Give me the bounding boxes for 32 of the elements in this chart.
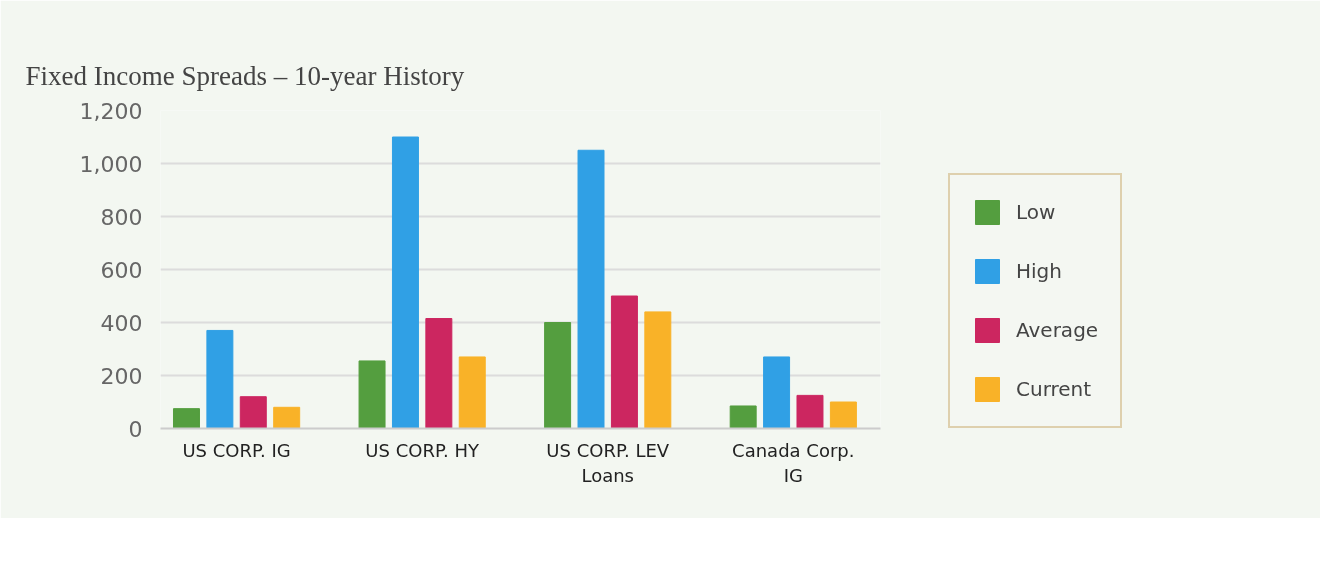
bar [458, 356, 486, 429]
bar [425, 318, 453, 429]
y-tick-label: 400 [100, 310, 143, 336]
y-tick-label: 600 [100, 257, 143, 283]
bar [610, 295, 638, 429]
x-tick-label: US CORP. LEV Loans [546, 439, 670, 486]
legend-label: High [1016, 259, 1062, 283]
legend-label: Current [1016, 377, 1092, 401]
bar [763, 356, 791, 429]
x-tick-label: US CORP. HY [365, 439, 480, 461]
legend-label: Average [1016, 318, 1099, 342]
bar [729, 405, 757, 429]
x-tick-label: US CORP. IG [182, 439, 291, 461]
y-tick-label: 800 [100, 204, 143, 230]
y-tick-label: 200 [100, 363, 143, 389]
bar [358, 360, 386, 429]
legend-label: Low [1016, 200, 1056, 224]
x-tick-label: Canada Corp. IG [732, 439, 855, 486]
bar [829, 401, 857, 429]
bar [577, 149, 605, 429]
y-tick-label: 0 [128, 416, 143, 442]
bar [239, 396, 267, 429]
bar [544, 322, 572, 429]
bar [644, 311, 672, 429]
bar [796, 394, 824, 429]
bar [206, 329, 234, 429]
y-tick-label: 1,200 [79, 98, 143, 124]
y-tick-label: 1,000 [79, 151, 143, 177]
bar [172, 408, 200, 429]
bar [273, 406, 301, 429]
chart-title: Fixed Income Spreads – 10-year History [25, 60, 465, 91]
bar [391, 136, 419, 429]
